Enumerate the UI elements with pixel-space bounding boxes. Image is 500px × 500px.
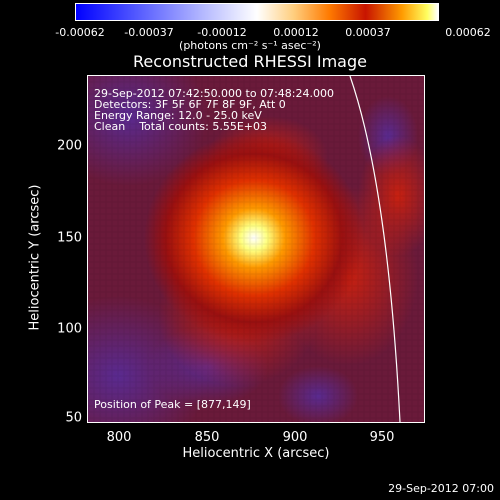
- colorbar-tick: 0.00037: [345, 26, 391, 39]
- x-tick: 850: [194, 430, 220, 445]
- colorbar: [75, 3, 439, 21]
- rhessi-image: [88, 76, 424, 422]
- y-axis-label: Heliocentric Y (arcsec): [27, 184, 43, 331]
- colorbar-tick: 0.00012: [273, 26, 319, 39]
- timestamp: 29-Sep-2012 07:00: [388, 482, 494, 495]
- peak-position: Position of Peak = [877,149]: [94, 398, 251, 411]
- x-axis-label: Heliocentric X (arcsec): [182, 446, 330, 461]
- colorbar-tick: -0.00012: [197, 26, 247, 39]
- y-tick: 50: [65, 410, 82, 426]
- x-tick: 950: [369, 430, 395, 445]
- colorbar-tick: -0.00062: [55, 26, 105, 39]
- y-tick: 150: [57, 230, 82, 246]
- x-tick: 900: [282, 430, 308, 445]
- info-detectors: Detectors: 3F 5F 6F 7F 8F 9F, Att 0: [94, 98, 286, 111]
- info-time-range: 29-Sep-2012 07:42:50.000 to 07:48:24.000: [94, 87, 334, 100]
- colorbar-tick: 0.00062: [445, 26, 491, 39]
- y-tick: 100: [57, 321, 82, 337]
- x-tick: 800: [106, 430, 132, 445]
- colorbar-unit: (photons cm⁻² s⁻¹ asec⁻²): [179, 39, 321, 52]
- info-clean-counts: Clean Total counts: 5.55E+03: [94, 120, 268, 133]
- image-plot[interactable]: 29-Sep-2012 07:42:50.000 to 07:48:24.000…: [87, 75, 425, 423]
- page-title: Reconstructed RHESSI Image: [133, 52, 367, 71]
- colorbar-tick: -0.00037: [124, 26, 174, 39]
- y-tick: 200: [57, 138, 82, 154]
- info-energy-range: Energy Range: 12.0 - 25.0 keV: [94, 109, 262, 122]
